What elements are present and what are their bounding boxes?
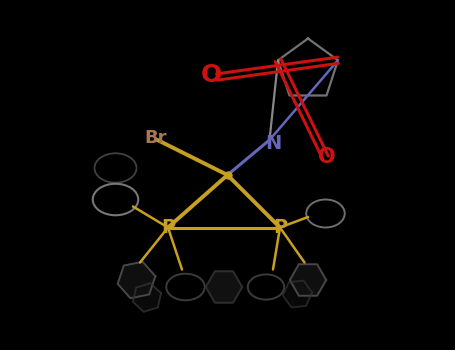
Polygon shape [283,281,312,307]
Polygon shape [290,264,326,296]
Polygon shape [118,262,155,298]
Text: O: O [201,63,222,87]
Text: P: P [161,218,175,237]
Text: Br: Br [145,129,167,147]
Text: O: O [318,147,336,168]
Text: P: P [273,218,287,237]
Polygon shape [206,271,242,303]
Text: N: N [265,134,281,153]
Polygon shape [133,283,161,312]
